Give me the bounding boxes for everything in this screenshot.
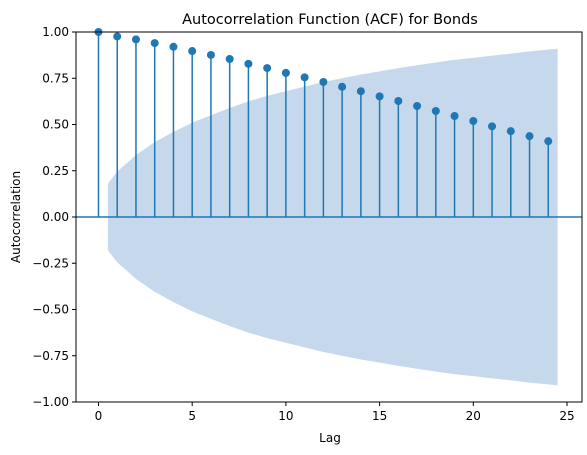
y-axis-label: Autocorrelation xyxy=(9,171,23,263)
x-tick-label: 0 xyxy=(95,409,103,423)
acf-point xyxy=(469,116,478,125)
acf-point xyxy=(188,47,197,56)
y-tick-label: 0.75 xyxy=(42,71,69,85)
acf-point xyxy=(319,77,328,86)
acf-point xyxy=(488,122,497,131)
x-axis-label: Lag xyxy=(319,431,341,445)
acf-point xyxy=(375,92,384,101)
acf-point xyxy=(281,68,290,77)
x-tick-label: 25 xyxy=(559,409,574,423)
acf-point xyxy=(506,127,515,136)
markers-layer xyxy=(94,28,553,146)
y-tick-label: −0.75 xyxy=(32,349,69,363)
acf-point xyxy=(206,50,215,59)
acf-point xyxy=(394,97,403,106)
acf-point xyxy=(525,132,534,141)
x-tick-label: 20 xyxy=(466,409,481,423)
y-tick-label: 0.25 xyxy=(42,164,69,178)
x-tick-label: 15 xyxy=(372,409,387,423)
acf-point xyxy=(113,32,122,41)
chart-title: Autocorrelation Function (ACF) for Bonds xyxy=(182,12,478,28)
acf-point xyxy=(263,64,272,73)
acf-point xyxy=(356,87,365,96)
y-tick-label: −1.00 xyxy=(32,395,69,409)
acf-point xyxy=(544,137,553,146)
acf-point xyxy=(131,35,140,44)
acf-point xyxy=(413,102,422,110)
y-ticks: −1.00 −0.75 −0.50 −0.25 0.00 0.25 0.50 0.75 1.00 xyxy=(32,25,76,409)
acf-point xyxy=(169,42,178,51)
y-tick-label: 0.00 xyxy=(42,210,69,224)
y-tick-label: −0.25 xyxy=(32,256,69,270)
acf-point xyxy=(225,55,234,64)
x-tick-label: 5 xyxy=(188,409,196,423)
y-tick-label: 1.00 xyxy=(42,25,69,39)
acf-point xyxy=(150,39,159,48)
acf-point xyxy=(431,106,440,115)
y-tick-label: −0.50 xyxy=(32,303,69,317)
x-tick-label: 10 xyxy=(278,409,293,423)
acf-point xyxy=(338,82,347,91)
y-tick-label: 0.50 xyxy=(42,118,69,132)
acf-point xyxy=(244,59,253,68)
acf-point xyxy=(450,111,459,120)
stems-layer xyxy=(97,32,550,217)
acf-point xyxy=(300,73,309,82)
x-ticks: 0 5 10 15 20 25 xyxy=(95,402,575,423)
